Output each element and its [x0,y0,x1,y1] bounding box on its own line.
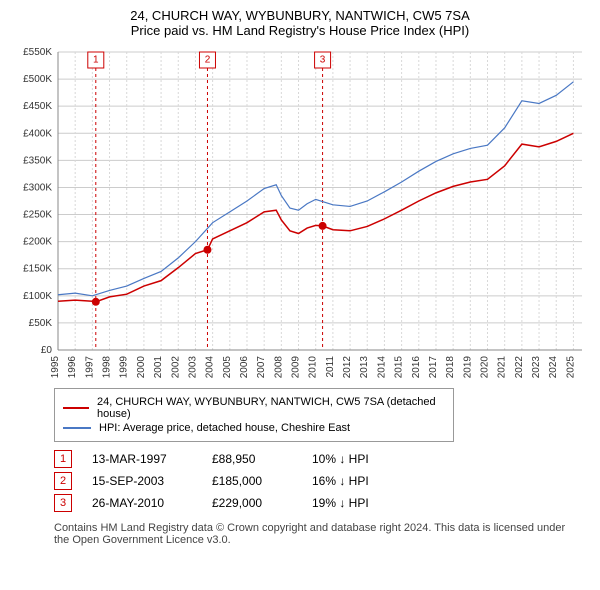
legend-label: 24, CHURCH WAY, WYBUNBURY, NANTWICH, CW5… [97,396,445,420]
annotation-badge-num: 3 [320,55,326,66]
y-axis-label: £200K [23,237,52,248]
legend-row: 24, CHURCH WAY, WYBUNBURY, NANTWICH, CW5… [63,396,445,420]
chart-container: 24, CHURCH WAY, WYBUNBURY, NANTWICH, CW5… [0,0,600,554]
annotation-row-delta: 10% ↓ HPI [312,452,402,466]
x-axis-label: 2014 [376,356,387,379]
legend-swatch [63,407,89,409]
x-axis-label: 2005 [222,356,233,379]
annotation-dot [203,246,211,254]
x-axis-label: 2023 [531,356,542,379]
annotation-row-price: £88,950 [212,452,292,466]
annotation-row-badge: 3 [54,494,72,512]
x-axis-label: 2011 [325,356,336,378]
y-axis-label: £500K [23,74,52,85]
x-axis-label: 1997 [84,356,95,379]
legend-box: 24, CHURCH WAY, WYBUNBURY, NANTWICH, CW5… [54,388,454,442]
y-axis-label: £150K [23,264,52,275]
x-axis-label: 2007 [256,356,267,379]
x-axis-label: 2002 [170,356,181,379]
annotation-row-delta: 16% ↓ HPI [312,474,402,488]
annotation-row-price: £229,000 [212,496,292,510]
y-axis-label: £50K [29,318,53,329]
x-axis-label: 2012 [342,356,353,379]
x-axis-label: 2022 [514,356,525,379]
x-axis-label: 2000 [136,356,147,379]
x-axis-label: 2006 [239,356,250,379]
annotation-row-date: 26-MAY-2010 [92,496,192,510]
legend-swatch [63,427,91,429]
title-subtitle: Price paid vs. HM Land Registry's House … [10,23,590,38]
annotation-dot [92,298,100,306]
y-axis-label: £250K [23,210,52,221]
x-axis-label: 2021 [497,356,508,379]
x-axis-label: 2017 [428,356,439,379]
x-axis-label: 2004 [205,356,216,379]
x-axis-label: 2015 [394,356,405,379]
x-axis-label: 2008 [273,356,284,379]
y-axis-label: £350K [23,155,52,166]
legend-label: HPI: Average price, detached house, Ches… [99,422,350,434]
y-axis-label: £0 [41,345,53,356]
y-axis-label: £300K [23,182,52,193]
annotation-dot [319,222,327,230]
y-axis-label: £400K [23,128,52,139]
chart-area: £0 £50K £100K £150K £200K £250K £300K £350K £400… [10,44,590,384]
x-axis-label: 1999 [119,356,130,379]
x-axis-label: 2019 [462,356,473,379]
line-chart-svg: £0 £50K £100K £150K £200K £250K £300K £350K £400… [10,44,590,384]
annotation-row-badge: 2 [54,472,72,490]
x-axis-label: 1996 [67,356,78,379]
x-axis-label: 2001 [153,356,164,379]
x-axis-label: 1995 [50,356,61,379]
footnote: Contains HM Land Registry data © Crown c… [54,522,574,546]
annotation-row-delta: 19% ↓ HPI [312,496,402,510]
x-axis-label: 2010 [308,356,319,379]
y-axis-label: £550K [23,47,52,58]
annotation-row-date: 13-MAR-1997 [92,452,192,466]
y-axis-label: £100K [23,291,52,302]
annotation-table: 1 13-MAR-1997 £88,950 10% ↓ HPI 2 15-SEP-2003… [54,450,590,512]
annotation-row-badge: 1 [54,450,72,468]
x-axis-label: 2018 [445,356,456,379]
annotation-badge-num: 2 [205,55,211,66]
legend-row: HPI: Average price, detached house, Ches… [63,422,445,434]
annotation-row: 1 13-MAR-1997 £88,950 10% ↓ HPI [54,450,590,468]
title-block: 24, CHURCH WAY, WYBUNBURY, NANTWICH, CW5… [10,8,590,38]
annotation-badge-num: 1 [93,55,99,66]
y-axis-label: £450K [23,101,52,112]
x-axis-label: 2025 [565,356,576,379]
x-axis-label: 2020 [480,356,491,379]
x-axis-label: 2016 [411,356,422,379]
x-axis-label: 2024 [548,356,559,379]
annotation-row-date: 15-SEP-2003 [92,474,192,488]
annotation-row: 2 15-SEP-2003 £185,000 16% ↓ HPI [54,472,590,490]
annotation-row-price: £185,000 [212,474,292,488]
x-axis-label: 2003 [187,356,198,379]
x-axis-label: 2013 [359,356,370,379]
x-axis-label: 2009 [291,356,302,379]
title-address: 24, CHURCH WAY, WYBUNBURY, NANTWICH, CW5… [10,8,590,23]
x-axis-label: 1998 [102,356,113,379]
annotation-row: 3 26-MAY-2010 £229,000 19% ↓ HPI [54,494,590,512]
